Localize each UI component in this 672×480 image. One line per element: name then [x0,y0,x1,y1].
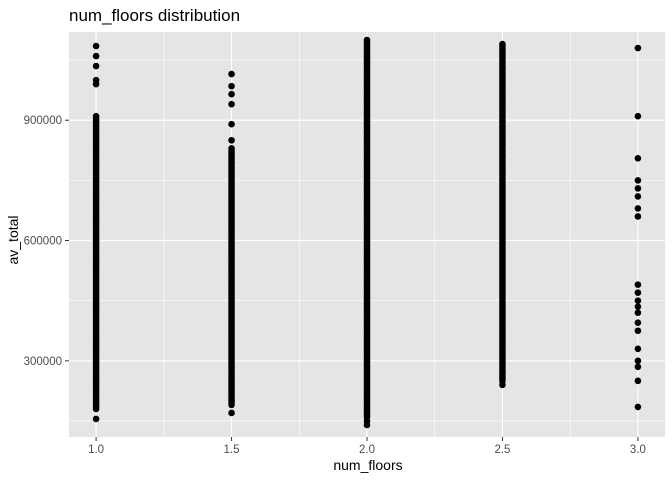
data-point [634,281,642,288]
data-point [92,76,100,84]
y-tick-label: 900000 [24,115,62,127]
data-point [228,70,235,78]
x-tick-label: 3.0 [630,444,646,456]
data-point [634,177,642,184]
data-point [228,120,235,128]
y-axis: 300000 600000 900000 [24,115,69,368]
data-point [499,381,506,389]
data-point [92,112,100,120]
data-point [228,100,235,108]
data-point [634,377,642,385]
x-tick-label: 2.5 [494,444,510,456]
data-point [634,319,642,327]
data-point [634,193,642,200]
data-points [92,36,642,429]
data-point [634,185,642,192]
x-tick-label: 1.0 [88,444,104,456]
x-axis-title: num_floors [333,457,402,473]
data-point [634,205,642,212]
data-point [634,112,642,120]
data-point [363,36,371,44]
y-tick-label: 600000 [24,236,62,248]
data-point [92,52,100,60]
data-point [499,40,506,48]
data-point [634,309,642,316]
data-point [634,297,642,304]
data-point [634,403,642,411]
data-point [92,62,100,70]
data-point [634,289,642,296]
data-point [363,417,371,425]
x-tick-label: 1.5 [224,444,240,456]
data-point [634,327,642,335]
data-point [228,82,235,90]
data-point [634,213,642,220]
data-point [228,144,235,152]
x-tick-label: 2.0 [359,444,375,456]
y-tick-label: 300000 [24,356,62,368]
data-point [634,303,642,310]
data-point [634,363,642,371]
data-point [228,136,235,144]
data-point [92,415,100,423]
data-point [634,345,642,353]
data-point [634,357,642,365]
data-point [228,409,235,417]
data-point [634,44,642,52]
data-point [634,155,642,162]
chart-title: num_floors distribution [69,6,240,25]
data-point [92,42,100,50]
x-axis: 1.0 1.5 2.0 2.5 3.0 [88,437,646,456]
y-axis-title: av_total [5,215,21,264]
data-point [228,90,235,98]
